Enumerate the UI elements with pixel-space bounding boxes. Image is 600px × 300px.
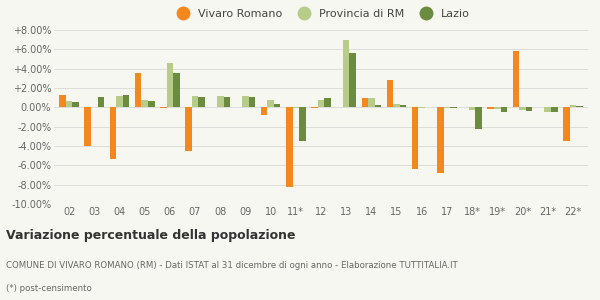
Bar bbox=[494, 107, 500, 109]
Bar bbox=[148, 100, 155, 107]
Bar bbox=[393, 104, 400, 107]
Bar bbox=[185, 107, 192, 151]
Bar bbox=[362, 98, 368, 107]
Bar bbox=[551, 107, 557, 112]
Bar bbox=[249, 97, 255, 107]
Bar bbox=[293, 107, 299, 108]
Bar bbox=[299, 107, 305, 141]
Bar bbox=[544, 107, 551, 112]
Bar bbox=[98, 97, 104, 107]
Bar bbox=[512, 51, 519, 107]
Bar bbox=[450, 107, 457, 108]
Bar bbox=[368, 98, 374, 107]
Bar bbox=[286, 107, 293, 187]
Bar bbox=[443, 107, 450, 108]
Legend: Vivaro Romano, Provincia di RM, Lazio: Vivaro Romano, Provincia di RM, Lazio bbox=[168, 4, 474, 23]
Bar bbox=[274, 104, 280, 107]
Bar bbox=[142, 100, 148, 107]
Bar bbox=[437, 107, 443, 173]
Bar bbox=[123, 95, 130, 107]
Bar bbox=[569, 105, 576, 107]
Bar bbox=[311, 107, 318, 108]
Bar bbox=[475, 107, 482, 129]
Bar bbox=[66, 100, 73, 107]
Bar bbox=[242, 96, 249, 107]
Bar bbox=[173, 73, 179, 107]
Bar bbox=[135, 74, 142, 107]
Bar bbox=[487, 107, 494, 109]
Bar bbox=[224, 97, 230, 107]
Bar bbox=[412, 107, 418, 169]
Text: Variazione percentuale della popolazione: Variazione percentuale della popolazione bbox=[6, 229, 296, 242]
Bar bbox=[59, 95, 66, 107]
Bar bbox=[418, 107, 425, 108]
Bar bbox=[400, 105, 406, 107]
Text: (*) post-censimento: (*) post-censimento bbox=[6, 284, 92, 293]
Bar bbox=[576, 106, 583, 107]
Bar bbox=[268, 100, 274, 107]
Bar bbox=[519, 107, 526, 110]
Bar bbox=[469, 107, 475, 110]
Bar bbox=[192, 96, 199, 107]
Bar bbox=[349, 53, 356, 107]
Bar bbox=[116, 96, 123, 107]
Bar bbox=[374, 105, 381, 107]
Bar bbox=[526, 107, 532, 111]
Bar bbox=[343, 40, 349, 107]
Bar bbox=[387, 80, 393, 107]
Bar bbox=[324, 98, 331, 107]
Bar bbox=[563, 107, 569, 141]
Bar bbox=[160, 107, 167, 108]
Bar bbox=[73, 103, 79, 107]
Text: COMUNE DI VIVARO ROMANO (RM) - Dati ISTAT al 31 dicembre di ogni anno - Elaboraz: COMUNE DI VIVARO ROMANO (RM) - Dati ISTA… bbox=[6, 262, 458, 271]
Bar bbox=[318, 100, 324, 107]
Bar bbox=[500, 107, 507, 112]
Bar bbox=[167, 63, 173, 107]
Bar bbox=[110, 107, 116, 159]
Bar bbox=[217, 96, 224, 107]
Bar bbox=[199, 97, 205, 107]
Bar bbox=[85, 107, 91, 146]
Bar bbox=[261, 107, 268, 115]
